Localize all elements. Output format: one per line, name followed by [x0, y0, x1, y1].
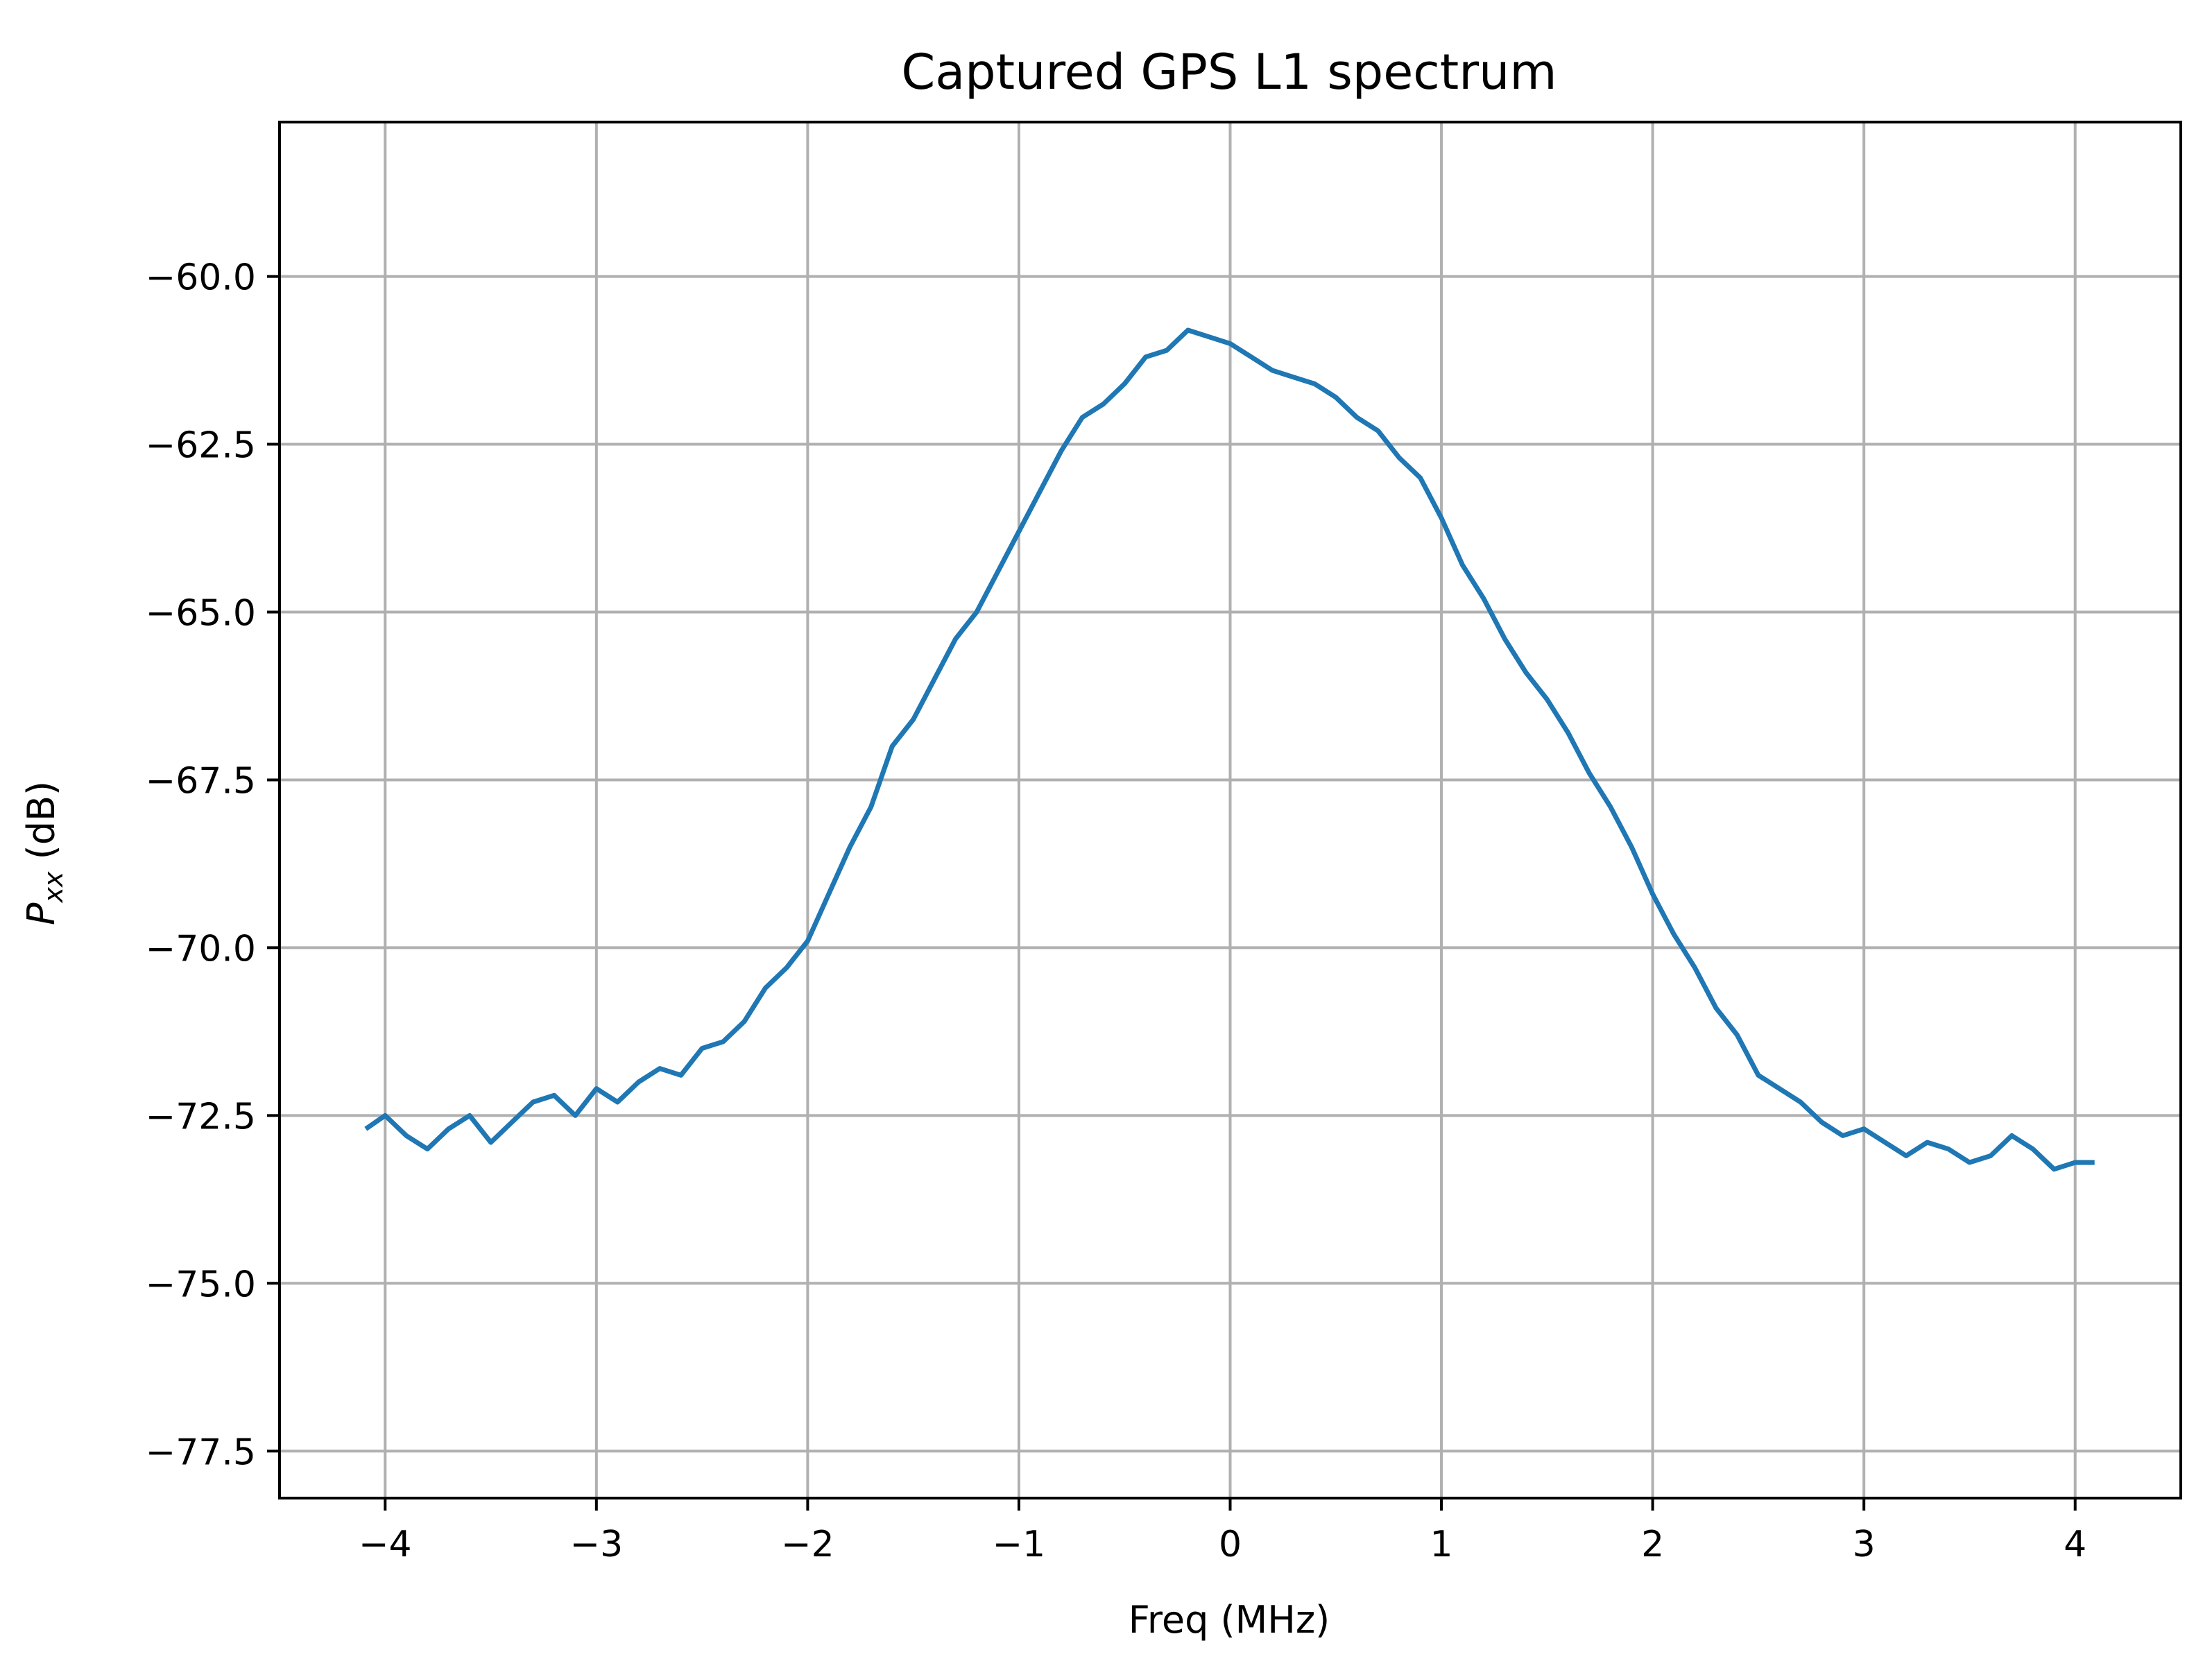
- x-tick-label: 2: [1641, 1524, 1664, 1565]
- x-ticks: −4 −3 −2 −1 0 1 2 3 4: [359, 1498, 2086, 1565]
- x-tick-label: 4: [2064, 1524, 2086, 1565]
- y-tick-label: −60.0: [146, 257, 256, 299]
- x-tick-label: 0: [1219, 1524, 1242, 1565]
- x-tick-label: 3: [1853, 1524, 1876, 1565]
- grid: [280, 122, 2181, 1498]
- x-tick-label: −4: [359, 1524, 412, 1565]
- x-tick-label: −2: [781, 1524, 834, 1565]
- x-tick-label: 1: [1430, 1524, 1453, 1565]
- y-tick-label: −62.5: [146, 425, 256, 467]
- y-tick-label: −77.5: [146, 1432, 256, 1473]
- series-layer: [364, 327, 2095, 1172]
- y-axis-label: Pxx (dB): [19, 781, 69, 925]
- spectrum-line: [364, 327, 2095, 1172]
- y-tick-label: −75.0: [146, 1264, 256, 1305]
- y-tick-label: −72.5: [146, 1096, 256, 1137]
- y-tick-label: −70.0: [146, 928, 256, 970]
- x-axis-label: Freq (MHz): [1129, 1598, 1330, 1642]
- y-tick-label: −67.5: [146, 760, 256, 802]
- chart-title: Captured GPS L1 spectrum: [901, 44, 1557, 101]
- y-axis-label-subscript: xx: [38, 871, 69, 903]
- x-tick-label: −1: [993, 1524, 1046, 1565]
- y-tick-label: −65.0: [146, 592, 256, 634]
- y-axis-label-unit: (dB): [19, 781, 63, 872]
- y-ticks: −60.0 −62.5 −65.0 −67.5 −70.0 −72.5 −75.0 −77.5: [146, 257, 280, 1473]
- x-tick-label: −3: [570, 1524, 624, 1565]
- y-axis-label-main: P: [19, 902, 63, 925]
